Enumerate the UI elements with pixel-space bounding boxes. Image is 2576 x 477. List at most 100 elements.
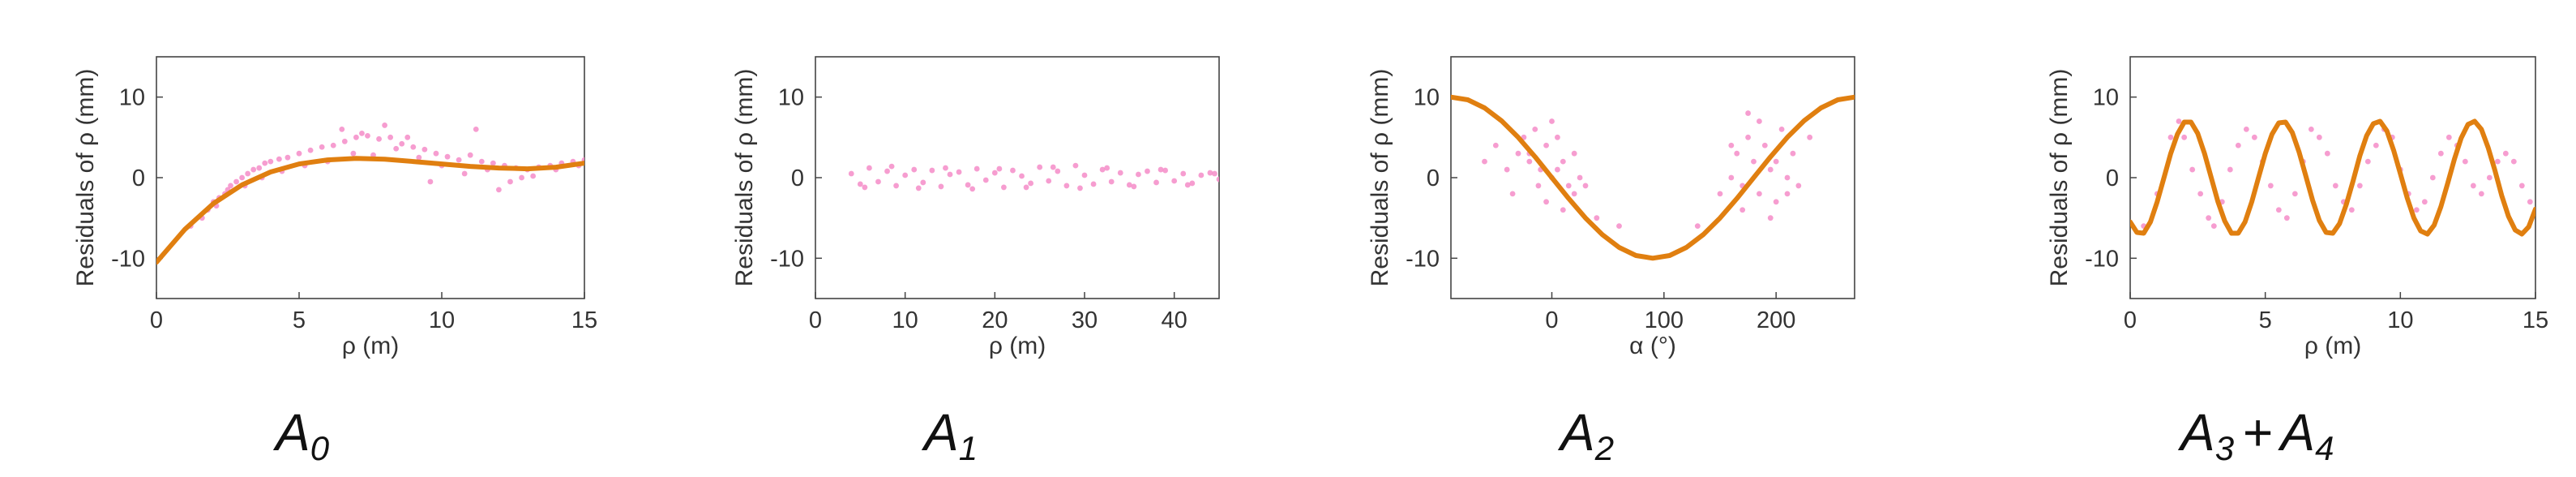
x-tick-label: 0 bbox=[2124, 307, 2137, 333]
data-point bbox=[433, 150, 439, 157]
data-point bbox=[350, 150, 357, 157]
x-tick-label: 20 bbox=[982, 307, 1008, 333]
data-point bbox=[1526, 158, 1533, 165]
data-point bbox=[262, 160, 268, 166]
data-point bbox=[1745, 110, 1751, 116]
data-point bbox=[239, 174, 245, 181]
caption-subscript: 0 bbox=[310, 429, 330, 467]
data-point bbox=[1145, 168, 1150, 174]
data-point bbox=[319, 144, 325, 150]
data-point bbox=[1767, 166, 1774, 173]
data-point bbox=[404, 134, 411, 140]
caption-subscript: 2 bbox=[1594, 429, 1614, 467]
caption-base: A bbox=[1557, 403, 1595, 462]
data-point bbox=[875, 178, 881, 185]
data-point bbox=[1807, 134, 1813, 140]
data-point bbox=[1560, 207, 1566, 213]
data-point bbox=[1616, 223, 1622, 229]
panel-caption: A2 bbox=[1557, 403, 1614, 467]
data-point bbox=[2176, 118, 2182, 124]
data-point bbox=[382, 122, 387, 128]
data-point bbox=[1582, 183, 1589, 189]
data-point bbox=[1072, 162, 1079, 169]
data-point bbox=[1509, 191, 1516, 197]
x-axis-label: ρ (m) bbox=[989, 333, 1046, 359]
data-point bbox=[893, 183, 899, 189]
data-point bbox=[867, 165, 872, 171]
data-point bbox=[467, 152, 473, 158]
plot-area bbox=[2130, 118, 2535, 237]
data-point bbox=[969, 186, 976, 192]
data-point bbox=[2470, 183, 2476, 189]
y-tick-label: 0 bbox=[132, 165, 145, 191]
data-point bbox=[496, 187, 502, 193]
data-point bbox=[1081, 172, 1088, 178]
data-point bbox=[1216, 176, 1219, 183]
data-point bbox=[2364, 158, 2371, 165]
data-point bbox=[1565, 183, 1572, 189]
data-point bbox=[341, 138, 348, 144]
x-tick-label: 0 bbox=[150, 307, 163, 333]
data-point bbox=[250, 166, 257, 173]
data-point bbox=[507, 178, 513, 185]
x-tick-label: 15 bbox=[2523, 307, 2548, 333]
data-point bbox=[421, 146, 428, 153]
data-point bbox=[1157, 166, 1164, 173]
x-axis-label: ρ (m) bbox=[2304, 333, 2361, 359]
data-point bbox=[2197, 191, 2204, 197]
residual-points bbox=[187, 122, 584, 229]
x-tick-label: 40 bbox=[1162, 307, 1187, 333]
data-point bbox=[1728, 174, 1735, 181]
data-point bbox=[929, 167, 935, 174]
y-axis-label: Residuals of ρ (mm) bbox=[72, 69, 99, 287]
data-point bbox=[2494, 158, 2501, 165]
data-point bbox=[1108, 178, 1115, 185]
data-point bbox=[848, 170, 854, 177]
plot-area bbox=[156, 122, 584, 265]
data-point bbox=[1162, 167, 1168, 174]
data-point bbox=[1153, 179, 1159, 186]
data-point bbox=[410, 144, 417, 150]
chart-panel-1: 0 10 20 30 40 10 0 -10 ρ (m) Residuals of ρ (mm) A… bbox=[731, 56, 1220, 467]
data-point bbox=[2502, 150, 2509, 157]
x-tick-label: 100 bbox=[1645, 307, 1684, 333]
y-axis-label: Residuals of ρ (mm) bbox=[2046, 69, 2073, 287]
data-point bbox=[256, 165, 263, 171]
y-tick-label: 10 bbox=[119, 85, 145, 111]
data-point bbox=[2348, 207, 2355, 213]
data-point bbox=[1131, 183, 1137, 190]
data-point bbox=[245, 170, 251, 177]
data-point bbox=[1571, 191, 1577, 197]
caption-base: A bbox=[2177, 403, 2215, 462]
data-point bbox=[330, 142, 336, 148]
data-point bbox=[427, 178, 434, 185]
data-point bbox=[2332, 183, 2339, 189]
x-tick-label: 10 bbox=[892, 307, 918, 333]
data-point bbox=[1717, 191, 1723, 197]
data-point bbox=[456, 157, 462, 163]
data-point bbox=[888, 163, 895, 170]
y-axis-label: Residuals of ρ (mm) bbox=[1367, 69, 1393, 287]
data-point bbox=[285, 154, 291, 161]
data-point bbox=[1090, 181, 1097, 187]
data-point bbox=[862, 184, 868, 191]
y-axis-label: Residuals of ρ (mm) bbox=[731, 69, 758, 287]
data-point bbox=[1790, 150, 1796, 157]
data-point bbox=[1504, 166, 1510, 173]
data-point bbox=[276, 156, 282, 162]
y-tick-label: 0 bbox=[2106, 165, 2119, 191]
data-point bbox=[965, 182, 971, 188]
caption-subscript: 3 bbox=[2215, 429, 2234, 467]
x-axis-label: ρ (m) bbox=[342, 333, 399, 359]
data-point bbox=[1555, 134, 1560, 140]
data-point bbox=[2267, 183, 2274, 189]
x-tick-label: 30 bbox=[1072, 307, 1098, 333]
data-point bbox=[2275, 207, 2282, 213]
data-point bbox=[2243, 127, 2249, 132]
data-point bbox=[1126, 182, 1132, 188]
data-point bbox=[353, 134, 359, 140]
data-point bbox=[1198, 172, 1205, 178]
data-point bbox=[857, 181, 863, 187]
data-point bbox=[1577, 174, 1583, 181]
